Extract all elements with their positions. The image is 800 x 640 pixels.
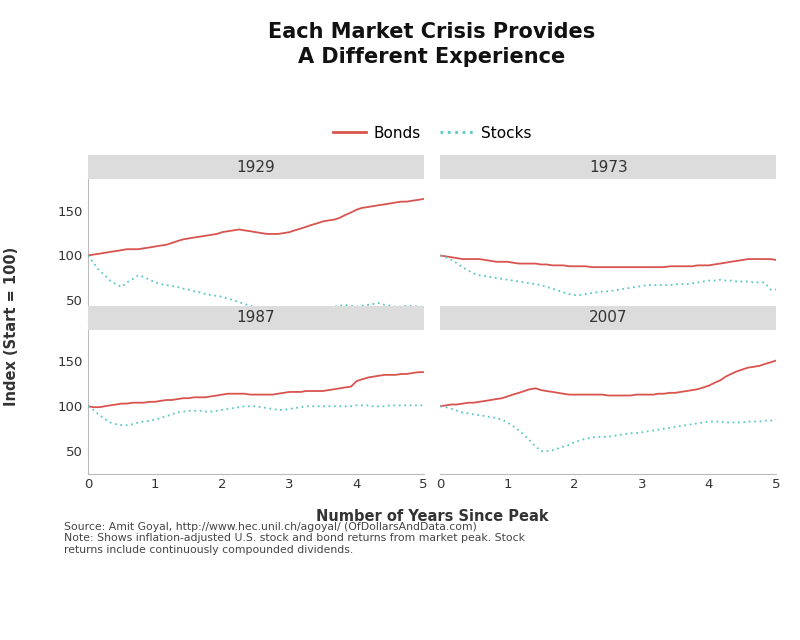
Text: 1929: 1929 [237, 159, 275, 175]
Text: Source: Amit Goyal, http://www.hec.unil.ch/agoyal/ (OfDollarsAndData.com)
Note: : Source: Amit Goyal, http://www.hec.unil.… [64, 522, 525, 555]
Legend: Bonds, Stocks: Bonds, Stocks [326, 120, 538, 147]
Text: 1987: 1987 [237, 310, 275, 325]
Text: 2007: 2007 [589, 310, 627, 325]
Text: Index (Start = 100): Index (Start = 100) [5, 247, 19, 406]
Text: Each Market Crisis Provides
A Different Experience: Each Market Crisis Provides A Different … [268, 22, 596, 67]
Text: Number of Years Since Peak: Number of Years Since Peak [316, 509, 548, 524]
Text: 1973: 1973 [589, 159, 627, 175]
